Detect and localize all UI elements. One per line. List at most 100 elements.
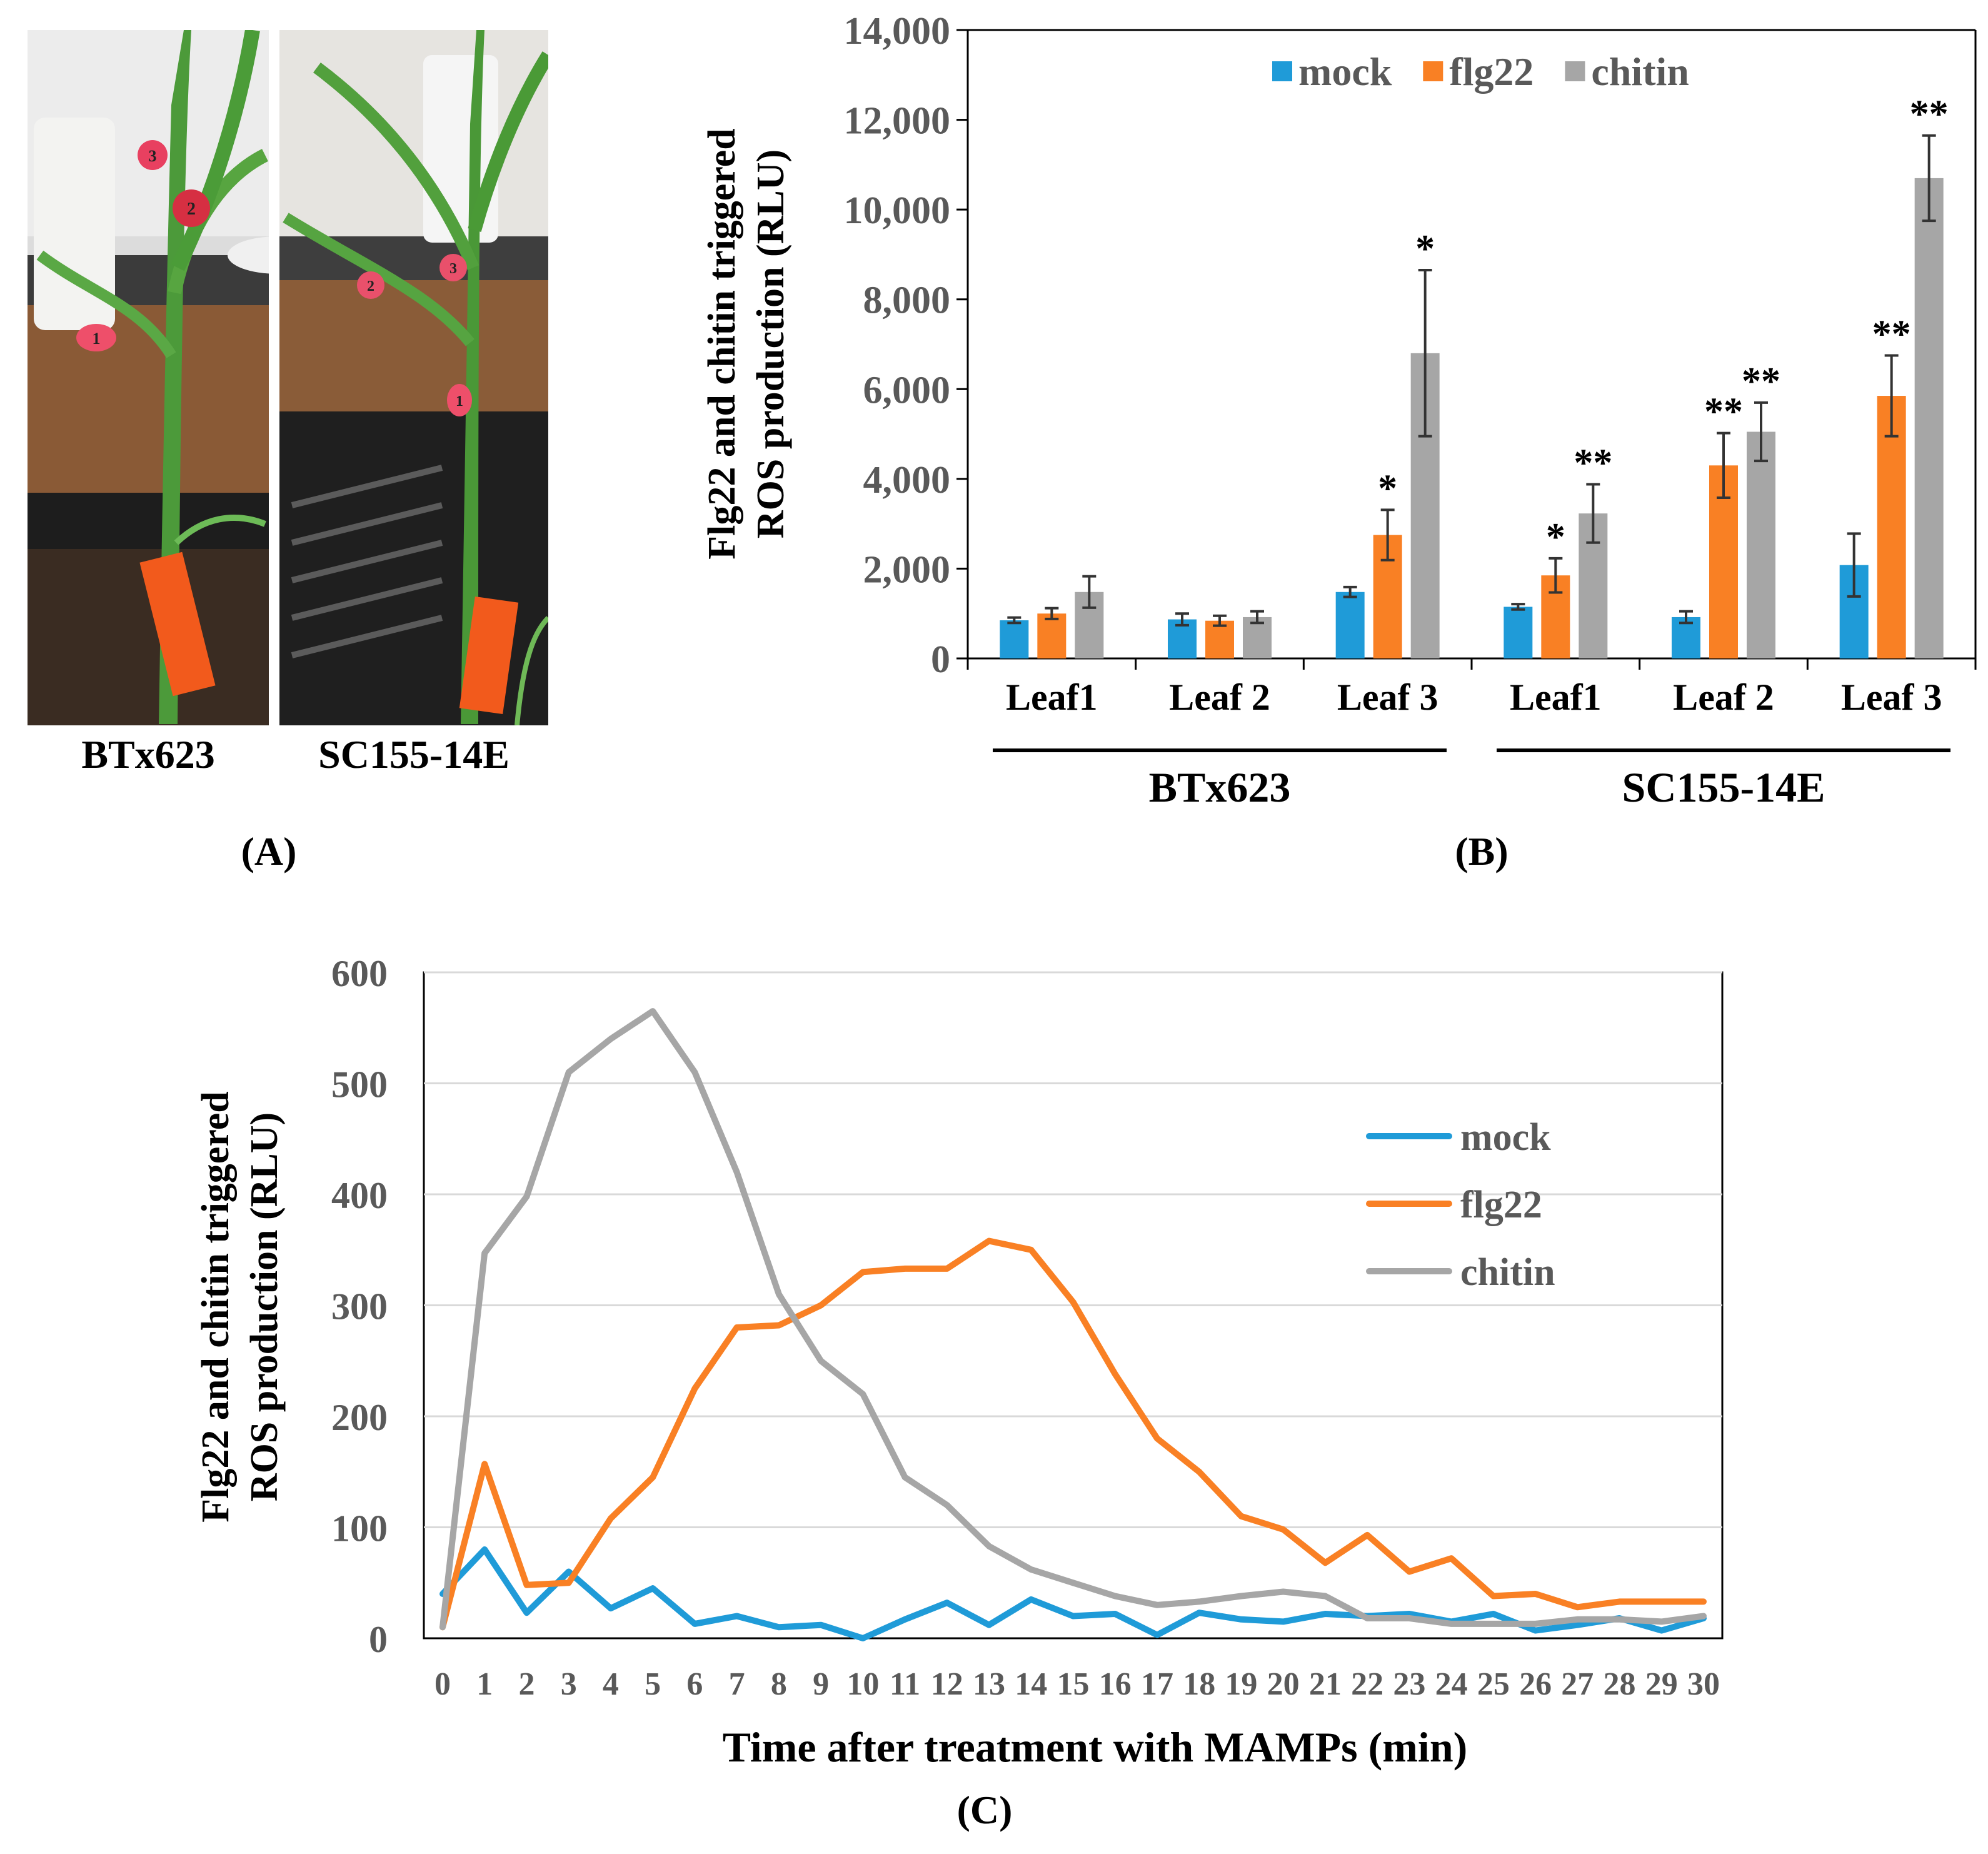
- x-tick-label: 26: [1519, 1666, 1552, 1702]
- significance-marker: **: [1574, 441, 1612, 484]
- y-tick-label: 0: [931, 638, 950, 681]
- x-tick-label: 2: [518, 1666, 535, 1702]
- leaf-tag-2: [357, 271, 384, 299]
- significance-marker: *: [1415, 228, 1435, 270]
- x-tick-label: 8: [771, 1666, 787, 1702]
- x-tick-label: 3: [561, 1666, 577, 1702]
- significance-marker: **: [1910, 93, 1949, 136]
- significance-marker: **: [1742, 360, 1780, 403]
- x-tick-label: 29: [1645, 1666, 1678, 1702]
- y-tick-label: 100: [331, 1508, 388, 1549]
- x-tick-label: 28: [1604, 1666, 1636, 1702]
- leaf-tag-3: [439, 254, 467, 281]
- x-category-label: Leaf 3: [1841, 677, 1942, 718]
- legend-label-chitin: chitin: [1591, 49, 1689, 94]
- legend-label-flg22: flg22: [1449, 49, 1534, 94]
- x-tick-label: 14: [1015, 1666, 1047, 1702]
- x-tick-label: 18: [1183, 1666, 1215, 1702]
- y-tick-label: 600: [331, 953, 388, 994]
- leaf-tag-1: [447, 384, 472, 416]
- pot-label-tag: [139, 552, 216, 697]
- panel-letter-b: (B): [1455, 829, 1509, 874]
- y-tick-label: 300: [331, 1286, 388, 1328]
- panel-letter-a: (A): [241, 829, 297, 874]
- legend-swatch-mock: [1272, 61, 1292, 81]
- photo-btx623: 3 2 1: [28, 30, 269, 725]
- bar-flg22: [1037, 613, 1067, 658]
- photo-sc155-14e: 2 3 1: [279, 30, 548, 725]
- photo-label-btx623: BTx623: [81, 732, 215, 777]
- legend-label-mock: mock: [1298, 49, 1392, 94]
- x-tick-label: 13: [973, 1666, 1005, 1702]
- significance-marker: *: [1546, 516, 1565, 558]
- series-line-flg22: [439, 1237, 1707, 1631]
- bar-chart-ros-by-leaf: 0 2,000 4,000 6,000 8,000 10,000 12,000 14,000 F…: [701, 10, 1977, 811]
- group-label: SC155-14E: [1622, 763, 1825, 811]
- x-tick-label: 7: [729, 1666, 745, 1702]
- legend-label-chitin: chitin: [1460, 1251, 1555, 1294]
- y-tick-label: 4,000: [863, 459, 951, 501]
- y-tick-label: 2,000: [863, 548, 951, 591]
- y-tick-label: 0: [369, 1619, 388, 1660]
- group-label: BTx623: [1149, 763, 1291, 811]
- y-tick-label: 10,000: [844, 189, 951, 232]
- y-tick-label: 200: [331, 1397, 388, 1438]
- significance-marker: **: [1704, 391, 1743, 433]
- x-tick-label: 21: [1309, 1666, 1342, 1702]
- leaf-tag-label: 2: [367, 278, 374, 295]
- x-category-label: Leaf1: [1006, 677, 1098, 718]
- x-tick-label: 4: [603, 1666, 619, 1702]
- y-axis-title: Flg22 and chitin triggered ROS production…: [701, 128, 792, 559]
- y-tick-label: 6,000: [863, 369, 951, 411]
- x-tick-label: 27: [1561, 1666, 1594, 1702]
- photo-label-sc155-14e: SC155-14E: [318, 732, 510, 777]
- x-tick-label: 10: [846, 1666, 879, 1702]
- x-tick-label: 24: [1435, 1666, 1468, 1702]
- significance-marker: **: [1872, 313, 1911, 355]
- x-axis-title: Time after treatment with MAMPs (min): [723, 1723, 1468, 1771]
- y-axis-title: Flg22 and chitin triggered ROS production…: [194, 1091, 286, 1522]
- x-tick-label: 23: [1393, 1666, 1425, 1702]
- x-tick-label: 19: [1225, 1666, 1257, 1702]
- significance-marker: *: [1378, 467, 1397, 510]
- x-category-label: Leaf 2: [1169, 677, 1270, 718]
- y-tick-label: 400: [331, 1175, 388, 1216]
- x-tick-label: 9: [813, 1666, 829, 1702]
- leaf-tag-1: [76, 324, 116, 351]
- bar-mock: [1335, 592, 1365, 658]
- x-tick-label: 17: [1141, 1666, 1173, 1702]
- series-line-mock: [439, 1546, 1707, 1641]
- bar-flg22: [1205, 620, 1234, 658]
- x-tick-label: 16: [1099, 1666, 1132, 1702]
- x-tick-label: 25: [1477, 1666, 1510, 1702]
- x-tick-label: 6: [686, 1666, 703, 1702]
- legend-label-flg22: flg22: [1460, 1184, 1542, 1226]
- series-line-chitin: [439, 1008, 1707, 1631]
- y-tick-label: 14,000: [844, 10, 951, 53]
- leaf-tag-label: 3: [149, 147, 157, 165]
- leaf-tag-label: 1: [456, 393, 463, 410]
- x-tick-label: 12: [931, 1666, 963, 1702]
- x-tick-label: 20: [1267, 1666, 1300, 1702]
- x-tick-label: 5: [645, 1666, 661, 1702]
- bar-mock: [1000, 620, 1029, 658]
- y-tick-label: 500: [331, 1064, 388, 1106]
- bar-chitin: [1914, 178, 1944, 659]
- leaf-tag-label: 2: [187, 199, 196, 219]
- y-tick-label: 12,000: [844, 100, 951, 143]
- leaf-tag-3: [138, 140, 168, 170]
- x-tick-label: 22: [1351, 1666, 1383, 1702]
- leaf-tag-2: [173, 189, 210, 227]
- x-category-label: Leaf 2: [1673, 677, 1774, 718]
- x-tick-label: 11: [890, 1666, 920, 1702]
- panel-letter-c: (C): [956, 1788, 1013, 1832]
- leaf-tag-label: 3: [449, 261, 457, 277]
- x-tick-label: 0: [434, 1666, 451, 1702]
- x-tick-label: 1: [476, 1666, 493, 1702]
- legend-swatch-chitin: [1565, 61, 1585, 81]
- y-tick-label: 8,000: [863, 280, 951, 322]
- leaf-tag-label: 1: [93, 330, 101, 348]
- bar-mock: [1504, 607, 1533, 658]
- pot-label-tag: [459, 597, 519, 714]
